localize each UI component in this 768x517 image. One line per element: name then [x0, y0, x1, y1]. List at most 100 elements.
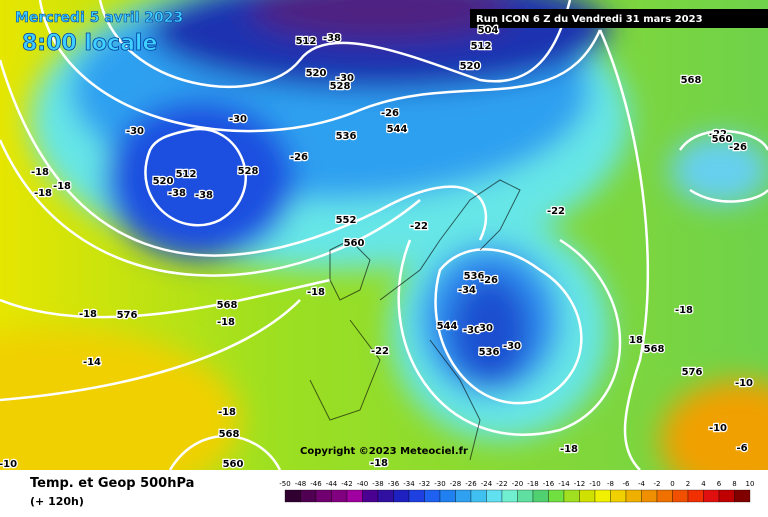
- map-label: -18: [675, 305, 693, 316]
- map-label: -18: [79, 309, 97, 320]
- scale-cell: [486, 489, 503, 503]
- scale-label: -28: [450, 480, 461, 488]
- map-label: -26: [381, 108, 399, 119]
- map-label: 560: [712, 134, 733, 145]
- scale-label: -20: [512, 480, 523, 488]
- map-label: -10: [735, 378, 753, 389]
- map-label: -10: [709, 423, 727, 434]
- scale-label: -42: [341, 480, 352, 488]
- map-label: 528: [238, 166, 259, 177]
- map-label: -26: [480, 275, 498, 286]
- scale-label: 6: [717, 480, 722, 488]
- map-label: 536: [479, 347, 500, 358]
- map-label: 520: [153, 176, 174, 187]
- map-label: -38: [195, 190, 213, 201]
- scale-label: -40: [357, 480, 368, 488]
- scale-cell: [656, 489, 673, 503]
- scale-cell: [424, 489, 441, 503]
- map-label: -18: [218, 407, 236, 418]
- map-label: -26: [290, 152, 308, 163]
- map-label: 30: [479, 323, 493, 334]
- scale-cell: [548, 489, 565, 503]
- map-label: 520: [306, 68, 327, 79]
- scale-label: -14: [558, 480, 570, 488]
- scale-label: -12: [574, 480, 585, 488]
- scale-label: 4: [701, 480, 706, 488]
- map-label: -18: [370, 458, 388, 469]
- copyright: Copyright ©2023 Meteociel.fr: [300, 446, 468, 457]
- scale-cell: [284, 489, 301, 503]
- map-label: -6: [736, 443, 747, 454]
- scale-cell: [734, 489, 751, 503]
- scale-cell: [703, 489, 720, 503]
- scale-cell: [331, 489, 348, 503]
- scale-label: -4: [638, 480, 646, 488]
- scale-label: 2: [686, 480, 690, 488]
- color-scale: -50 -48 -46 -44 -42 -40 -38 -36 -34 -32 -30 -28 -26-…: [279, 480, 755, 503]
- scale-label: -8: [607, 480, 614, 488]
- forecast-time: 8:00 locale: [22, 31, 157, 56]
- scale-cell: [315, 489, 332, 503]
- scale-cell: [393, 489, 410, 503]
- map-label: 504: [478, 25, 499, 36]
- scale-label: -38: [372, 480, 383, 488]
- scale-cell: [300, 489, 317, 503]
- scale-cell: [470, 489, 487, 503]
- map-label: -18: [31, 167, 49, 178]
- map-label: 560: [344, 238, 365, 249]
- map-label: 512: [296, 36, 317, 47]
- map-label: 568: [644, 344, 665, 355]
- map-label: -26: [729, 142, 747, 153]
- scale-label: -36: [388, 480, 400, 488]
- map-label: 520: [460, 61, 481, 72]
- scale-label: -32: [419, 480, 430, 488]
- scale-cell: [455, 489, 472, 503]
- map-label: 18: [629, 335, 643, 346]
- scale-cell: [377, 489, 394, 503]
- scale-cell: [641, 489, 658, 503]
- scale-label: 10: [746, 480, 755, 488]
- run-box: [470, 9, 768, 28]
- scale-cell: [687, 489, 704, 503]
- scale-cell: [362, 489, 379, 503]
- scale-label: -2: [654, 480, 661, 488]
- scale-label: -24: [481, 480, 493, 488]
- scale-cell: [532, 489, 549, 503]
- map-label: -22: [709, 129, 727, 140]
- map-label: -18: [560, 444, 578, 455]
- map-label: 568: [681, 75, 702, 86]
- footer-subtitle: (+ 120h): [30, 495, 84, 508]
- map-label: 576: [117, 310, 138, 321]
- map-label: -18: [307, 287, 325, 298]
- scale-label: -16: [543, 480, 555, 488]
- map-label: -22: [547, 206, 565, 217]
- footer-title: Temp. et Geop 500hPa: [30, 476, 194, 491]
- scale-label: -26: [465, 480, 477, 488]
- scale-cell: [346, 489, 363, 503]
- scale-label: -22: [496, 480, 507, 488]
- scale-label: -44: [326, 480, 338, 488]
- scale-label: -46: [310, 480, 322, 488]
- run-info: Run ICON 6 Z du Vendredi 31 mars 2023: [476, 14, 703, 25]
- scale-cell: [563, 489, 580, 503]
- map-label: -30: [229, 114, 247, 125]
- scale-cell: [672, 489, 689, 503]
- scale-cell: [439, 489, 456, 503]
- map-label: 512: [176, 169, 197, 180]
- map-label: -30: [503, 341, 521, 352]
- scale-label: -34: [403, 480, 415, 488]
- map-label: -18: [34, 188, 52, 199]
- scale-cell: [625, 489, 642, 503]
- map-label: 536: [336, 131, 357, 142]
- map-label: -30: [126, 126, 144, 137]
- map-label: 544: [437, 321, 458, 332]
- map-label: -18: [53, 181, 71, 192]
- map-label: -22: [371, 346, 389, 357]
- coastlines: [309, 179, 521, 461]
- map-label: 528: [330, 81, 351, 92]
- scale-cell: [517, 489, 534, 503]
- scale-cell: [610, 489, 627, 503]
